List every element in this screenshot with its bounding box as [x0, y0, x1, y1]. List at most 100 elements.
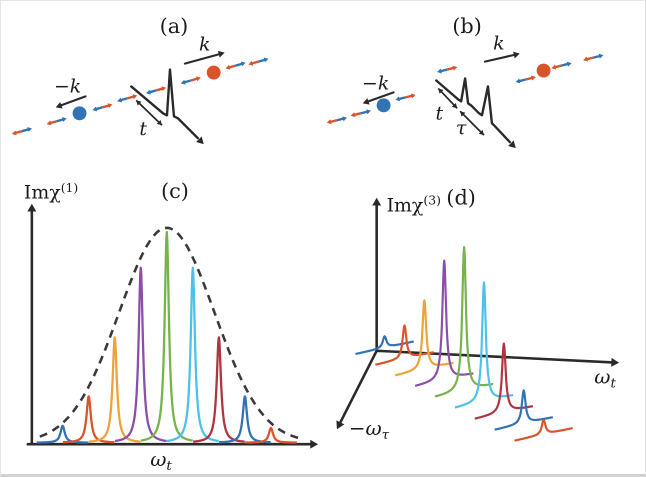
dipole-head-icon — [515, 78, 521, 84]
x-axis-c-head-icon — [310, 439, 319, 449]
spectrum-peak — [192, 336, 246, 443]
diagonal-spectrum-peak — [354, 335, 415, 356]
minus-k-vector-arrow-head-icon — [55, 101, 63, 109]
panel-d-2d-spectrum — [336, 197, 620, 442]
pulse-trace-b — [435, 77, 512, 144]
panel-c-label: (c) — [161, 179, 189, 203]
dipole-head-icon — [395, 96, 401, 102]
k-vector-arrow-head-icon — [513, 51, 520, 59]
spectrum-peak — [244, 426, 298, 444]
dipole-head-icon — [263, 57, 269, 63]
dipole-head-icon — [410, 93, 416, 99]
red-site-dot — [536, 63, 551, 78]
diagonal-spectrum-peak — [434, 245, 494, 398]
time-axis-arrowhead-icon — [196, 136, 204, 145]
dipole-head-icon — [452, 65, 458, 71]
diagonal-spectrum-peak — [474, 342, 534, 420]
spectrum-peak — [62, 395, 116, 444]
dipole-head-icon — [46, 120, 52, 126]
panel-a-label: (a) — [160, 14, 189, 38]
tau-interval-arrow-b — [459, 110, 485, 136]
z-axis-d-head-icon — [336, 420, 345, 430]
diagonal-spectrum-peak — [414, 259, 475, 387]
time-axis-arrowhead-icon — [508, 140, 516, 149]
blue-site-dot — [376, 98, 391, 113]
dipole-head-icon — [342, 116, 348, 122]
panel-d-z-axis-label: −ωτ — [349, 417, 390, 443]
panel-a-schematic — [11, 50, 269, 145]
dipole-head-icon — [132, 94, 138, 100]
x-axis-d-head-icon — [611, 357, 620, 367]
spectrum-peak — [140, 230, 194, 442]
t-interval-arrow-a — [135, 99, 163, 126]
y-axis-c-head-icon — [27, 203, 37, 212]
dipole-head-icon — [180, 79, 186, 85]
spectrum-peak — [114, 266, 168, 443]
tau-label-b: τ — [456, 117, 467, 139]
blue-site-dot — [72, 106, 87, 121]
t-label-b: t — [435, 102, 443, 124]
arrowhead-icon — [136, 100, 142, 106]
dipole-head-icon — [107, 103, 113, 109]
dipole-head-icon — [437, 68, 442, 74]
dipole-head-icon — [117, 97, 122, 103]
arrowhead-icon — [478, 129, 484, 136]
dipole-head-icon — [240, 61, 246, 67]
dipole-head-icon — [350, 112, 356, 118]
dipole-head-icon — [196, 76, 201, 82]
k-vector-arrow-head-icon — [217, 50, 225, 58]
dipole-head-icon — [146, 89, 151, 95]
pulse-trace-a — [130, 68, 199, 140]
arrowhead-icon — [156, 119, 163, 126]
k-label-a: k — [199, 34, 210, 56]
spectrum-peak — [218, 395, 272, 444]
gaussian-envelope-dashed — [39, 226, 299, 440]
panel-b-label: (b) — [452, 14, 482, 38]
dipole-head-icon — [11, 130, 17, 136]
minus-k-vector-arrow — [59, 95, 87, 107]
dipole-head-icon — [326, 119, 332, 125]
arrowhead-icon — [438, 88, 444, 94]
arrowhead-icon — [451, 103, 458, 109]
panel-d-y-axis-label: Imχ(3) — [387, 193, 441, 217]
z-axis-d — [338, 349, 378, 426]
diagonal-spectrum-peak — [374, 324, 435, 366]
red-site-dot — [206, 65, 221, 80]
diagonal-spectrum-peak — [394, 299, 455, 377]
arrowhead-icon — [460, 111, 466, 117]
t-label-a: t — [139, 118, 147, 140]
dipole-head-icon — [583, 56, 588, 62]
dipole-head-icon — [598, 53, 604, 59]
panel-b-schematic — [326, 51, 604, 149]
minus-k-vector-arrow — [366, 91, 395, 103]
minus-k-vector-arrow-head-icon — [362, 98, 370, 105]
spectrum-peak — [36, 424, 90, 444]
dipole-head-icon — [248, 60, 254, 66]
y-axis-d-head-icon — [372, 197, 382, 206]
diagonal-spectrum-peak — [513, 418, 574, 442]
x-axis-d — [375, 349, 615, 364]
panel-c-x-axis-label: ωt — [150, 448, 172, 474]
dipole-head-icon — [27, 127, 32, 132]
k-vector-arrow — [183, 52, 221, 65]
dipole-head-icon — [531, 75, 536, 81]
dipole-head-icon — [92, 106, 98, 112]
k-label-b: k — [493, 33, 504, 55]
panel-d-x-axis-label: ωt — [594, 366, 616, 392]
panel-d-label: (d) — [446, 186, 476, 210]
dipole-head-icon — [366, 109, 371, 115]
spectrum-peak — [88, 336, 142, 443]
dipole-head-icon — [61, 117, 67, 122]
panel-c-linear-spectrum — [26, 203, 319, 449]
minus-k-label-b: −k — [362, 72, 389, 94]
dipole-head-icon — [161, 86, 167, 92]
k-vector-arrow — [483, 53, 517, 63]
diagonal-spectrum-peak — [454, 281, 514, 409]
spectrum-peak — [166, 266, 220, 443]
dipole-head-icon — [225, 64, 231, 70]
dipole-head-icon — [551, 64, 557, 70]
dipole-head-icon — [566, 61, 572, 67]
minus-k-label-a: −k — [54, 75, 81, 97]
